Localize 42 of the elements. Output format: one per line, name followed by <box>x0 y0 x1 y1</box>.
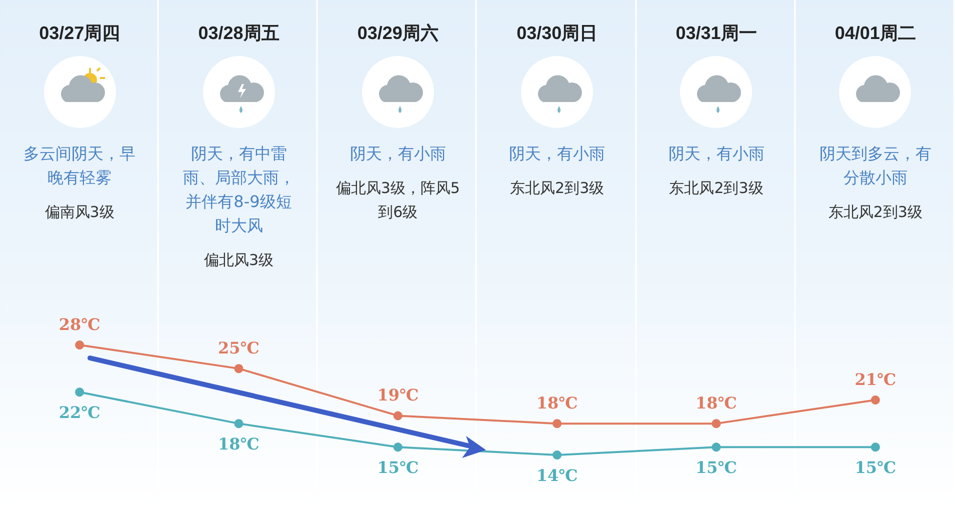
data-label: 18℃ <box>218 434 260 454</box>
data-label: 18℃ <box>536 394 578 413</box>
data-label: 19℃ <box>377 386 419 405</box>
data-label: 25℃ <box>218 338 260 358</box>
point <box>393 411 402 420</box>
x-tick-label: 04/01周二 <box>834 23 916 43</box>
x-tick-label: 03/28周五 <box>198 23 280 43</box>
x-tick-label: 03/30周日 <box>516 23 598 43</box>
x-tick-label: 03/31周一 <box>676 23 757 43</box>
point <box>552 450 562 460</box>
text: 阴天，有中雷雨、局部大雨，并伴有8-9级短时大风 <box>182 143 296 237</box>
point <box>75 388 84 397</box>
data-label: 15℃ <box>696 458 737 478</box>
data-label: 18℃ <box>696 394 737 413</box>
data-label: 28℃ <box>58 315 100 334</box>
text: 偏北风3级 <box>202 250 275 271</box>
text: 阴天到多云，有分散小雨 <box>818 143 932 189</box>
text: 东北风2到3级 <box>509 178 606 199</box>
text: 阴天，有小雨 <box>508 143 606 165</box>
data-label: 15℃ <box>854 458 896 478</box>
text: 东北风2到3级 <box>827 202 924 223</box>
point <box>75 340 84 350</box>
text: 阴天，有小雨 <box>667 143 766 165</box>
text: 阴天，有小雨 <box>348 143 447 165</box>
point <box>552 419 562 428</box>
data-label: 22℃ <box>58 403 100 422</box>
point <box>234 419 244 428</box>
point <box>870 396 880 404</box>
text: 东北风2到3级 <box>668 178 764 199</box>
point <box>712 419 721 428</box>
point <box>712 442 721 452</box>
data-label: 21℃ <box>854 370 896 389</box>
text: 偏北风3级，阵风5到6级 <box>334 178 461 223</box>
x-tick-label: 03/27周四 <box>39 23 120 43</box>
x-tick-label: 03/29周六 <box>357 23 438 43</box>
text: 偏南风3级 <box>44 202 116 223</box>
data-label: 14℃ <box>536 466 578 485</box>
data-label: 15℃ <box>377 458 419 478</box>
point <box>393 442 402 452</box>
text: 多云间阴天，早晚有轻雾 <box>22 143 137 189</box>
point <box>234 364 244 374</box>
point <box>870 442 880 452</box>
